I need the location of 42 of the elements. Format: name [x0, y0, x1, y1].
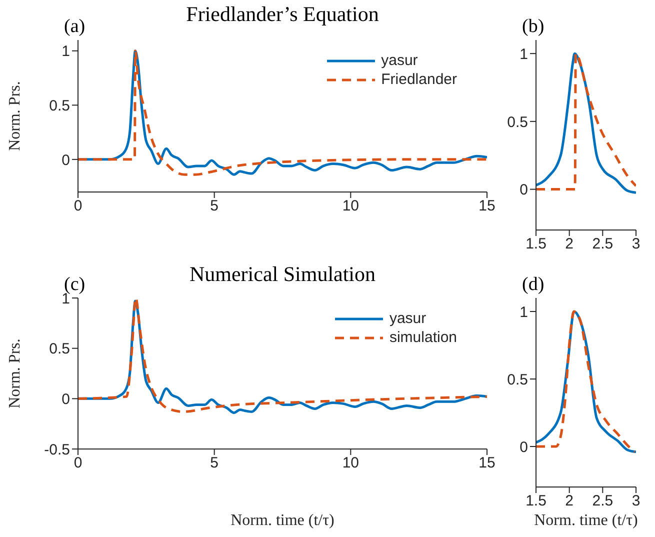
- y-tick-label: 0: [62, 152, 70, 169]
- text: (c): [64, 274, 86, 295]
- y-axis-title: Norm. Prs.: [6, 338, 24, 408]
- y-tick-label: 1: [62, 43, 70, 60]
- y-axis-title: Norm. Prs.: [6, 81, 24, 151]
- x-tick-label: 2: [565, 492, 574, 510]
- x-tick-label: 15: [478, 198, 496, 215]
- x-tick-label: 3: [632, 236, 640, 253]
- legend-label: Friedlander: [381, 71, 457, 88]
- y-tick-label: 0: [520, 182, 528, 199]
- x-tick-label: 10: [342, 454, 360, 472]
- x-tick-label: 3: [632, 492, 640, 510]
- x-tick-label: 10: [342, 198, 360, 215]
- y-tick-label: -0.5: [44, 441, 70, 458]
- text: (a): [64, 16, 86, 38]
- x-tick-label: 15: [478, 454, 496, 472]
- x-tick-label: 5: [210, 198, 219, 215]
- x-axis-title: Norm. time (t/τ): [533, 512, 639, 530]
- text: (b): [522, 16, 544, 38]
- y-tick-label: 0.5: [507, 371, 528, 388]
- x-tick-label: 0: [74, 454, 82, 472]
- y-tick-label: 1: [520, 304, 528, 321]
- legend-label: yasur: [389, 310, 426, 327]
- x-tick-label: 1.5: [526, 236, 546, 253]
- y-tick-label: 1: [520, 46, 528, 63]
- legend-label: simulation: [389, 329, 457, 346]
- chart-title: Numerical Simulation: [189, 262, 376, 286]
- y-tick-label: 0: [62, 390, 70, 408]
- x-tick-label: 5: [210, 454, 219, 472]
- x-tick-label: 0: [74, 198, 82, 215]
- y-tick-label: 0.5: [507, 114, 528, 131]
- text: (d): [522, 274, 544, 296]
- legend-label: yasur: [381, 52, 418, 69]
- x-tick-label: 2: [565, 236, 574, 253]
- x-tick-label: 2.5: [592, 492, 614, 510]
- y-tick-label: 0.5: [49, 97, 70, 114]
- x-tick-label: 1.5: [526, 492, 546, 510]
- x-axis-title: Norm. time (t/τ): [230, 512, 336, 530]
- chart-title: Friedlander’s Equation: [186, 2, 379, 26]
- x-tick-label: 2.5: [592, 236, 614, 253]
- y-tick-label: 0: [520, 438, 528, 456]
- y-tick-label: 0.5: [49, 340, 70, 358]
